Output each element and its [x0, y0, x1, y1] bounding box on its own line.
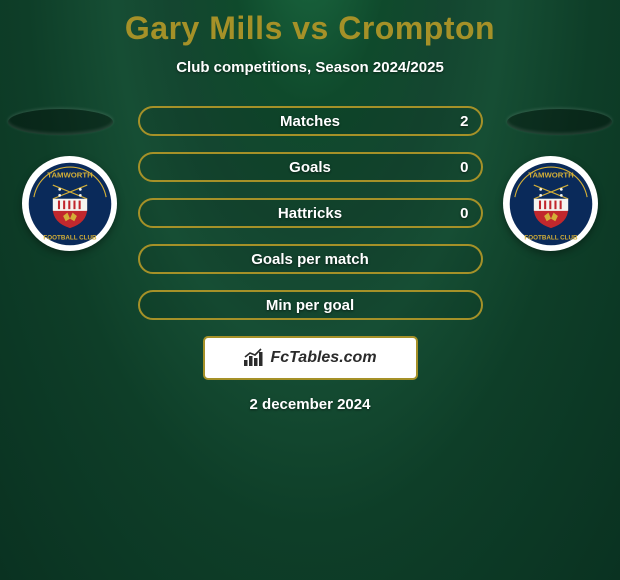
svg-text:FOOTBALL CLUB: FOOTBALL CLUB: [43, 234, 97, 241]
tamworth-badge-icon: TAMWORTH FOOTBALL CLUB: [508, 161, 594, 247]
stat-right-value: 0: [460, 159, 468, 176]
player-left-shadow: [8, 109, 113, 135]
stat-label: Min per goal: [266, 297, 354, 314]
svg-text:TAMWORTH: TAMWORTH: [528, 170, 574, 179]
chart-icon: [243, 348, 265, 368]
date-text: 2 december 2024: [0, 396, 620, 413]
stat-right-value: 0: [460, 205, 468, 222]
stat-label: Goals: [289, 159, 331, 176]
stat-row-matches: Matches 2: [138, 106, 483, 136]
player-right-shadow: [507, 109, 612, 135]
stat-label: Matches: [280, 113, 340, 130]
svg-text:FOOTBALL CLUB: FOOTBALL CLUB: [524, 234, 578, 241]
page-title: Gary Mills vs Crompton: [0, 0, 620, 47]
stat-label: Hattricks: [278, 205, 342, 222]
fctables-label: FcTables.com: [270, 349, 376, 367]
club-badge-left: TAMWORTH FOOTBALL CLUB: [22, 156, 117, 251]
stat-row-goals: Goals 0: [138, 152, 483, 182]
subtitle: Club competitions, Season 2024/2025: [0, 59, 620, 76]
svg-text:TAMWORTH: TAMWORTH: [47, 170, 93, 179]
stat-row-hattricks: Hattricks 0: [138, 198, 483, 228]
comparison-content: TAMWORTH FOOTBALL CLUB TAMWORTH: [0, 106, 620, 413]
stat-right-value: 2: [460, 113, 468, 130]
stat-label: Goals per match: [251, 251, 369, 268]
stat-row-min-per-goal: Min per goal: [138, 290, 483, 320]
stat-row-goals-per-match: Goals per match: [138, 244, 483, 274]
stats-list: Matches 2 Goals 0 Hattricks 0 Goals per …: [138, 106, 483, 320]
club-badge-right: TAMWORTH FOOTBALL CLUB: [503, 156, 598, 251]
fctables-link[interactable]: FcTables.com: [203, 336, 418, 380]
tamworth-badge-icon: TAMWORTH FOOTBALL CLUB: [27, 161, 113, 247]
